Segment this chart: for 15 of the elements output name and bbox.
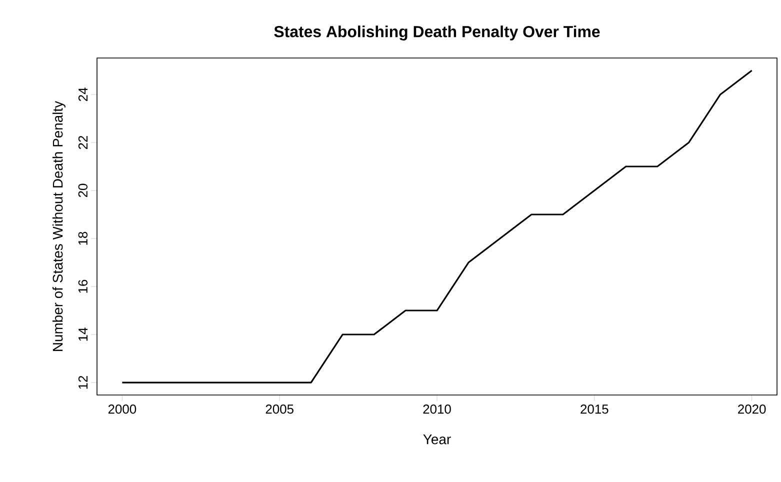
x-tick-label: 2010 xyxy=(423,404,451,414)
y-tick-label: 22 xyxy=(78,136,88,150)
x-axis-title: Year xyxy=(423,434,451,444)
y-tick-label: 18 xyxy=(78,232,88,245)
y-tick-label: 20 xyxy=(78,184,88,198)
y-tick-label: 12 xyxy=(78,376,88,389)
y-tick-label: 24 xyxy=(78,88,88,102)
x-tick-label: 2020 xyxy=(738,404,766,414)
x-tick-label: 2015 xyxy=(580,404,608,414)
y-axis-title: Number of States Without Death Penalty xyxy=(52,100,66,351)
x-tick-label: 2005 xyxy=(266,404,294,414)
y-tick-label: 14 xyxy=(78,328,88,341)
y-tick-label: 16 xyxy=(78,280,88,293)
x-tick-label: 2000 xyxy=(108,404,136,414)
chart-title: States Abolishing Death Penalty Over Time xyxy=(274,26,600,40)
